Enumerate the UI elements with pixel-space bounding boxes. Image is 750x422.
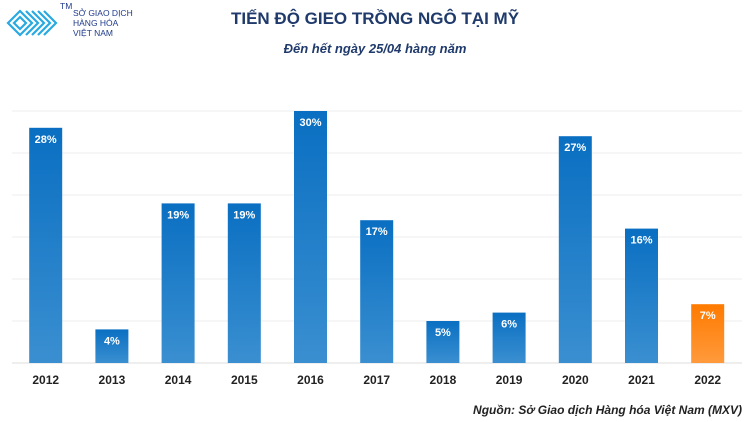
bar-2022 <box>691 304 725 363</box>
logo-line-2: HÀNG HÓA <box>73 18 119 28</box>
logo-line-1: SỞ GIAO DỊCH <box>73 7 133 18</box>
logo-tm: TM <box>60 1 72 11</box>
data-label-2012: 28% <box>35 134 57 146</box>
data-label-2013: 4% <box>104 335 120 347</box>
x-tick-2020: 2020 <box>562 373 589 387</box>
logo: TM SỞ GIAO DỊCH HÀNG HÓA VIỆT NAM <box>6 1 133 38</box>
data-label-2020: 27% <box>564 142 586 154</box>
x-tick-2012: 2012 <box>32 373 59 387</box>
chart-subtitle: Đến hết ngày 25/04 hàng năm <box>284 41 467 56</box>
bar-2019 <box>492 312 526 363</box>
bar-2018 <box>426 321 460 363</box>
x-tick-2017: 2017 <box>363 373 390 387</box>
source-note: Nguồn: Sở Giao dịch Hàng hóa Việt Nam (M… <box>473 403 742 417</box>
bar-2014 <box>161 203 195 363</box>
x-tick-2015: 2015 <box>231 373 258 387</box>
data-label-2014: 19% <box>167 209 189 221</box>
data-label-2016: 30% <box>299 117 321 129</box>
x-tick-2022: 2022 <box>694 373 721 387</box>
bar-2021 <box>625 228 658 363</box>
bar-2020 <box>558 136 592 363</box>
x-tick-2014: 2014 <box>165 373 192 387</box>
data-label-2021: 16% <box>630 235 652 247</box>
data-label-2018: 5% <box>435 327 451 339</box>
bar-2016 <box>294 111 327 363</box>
x-tick-2016: 2016 <box>297 373 324 387</box>
x-tick-2021: 2021 <box>628 373 655 387</box>
data-label-2019: 6% <box>501 319 517 331</box>
logo-mark-icon <box>6 9 58 37</box>
chart-title: TIẾN ĐỘ GIEO TRỒNG NGÔ TẠI MỸ <box>231 8 520 28</box>
logo-line-3: VIỆT NAM <box>73 28 113 38</box>
bar-2015 <box>227 203 261 363</box>
x-tick-2018: 2018 <box>430 373 457 387</box>
bar-2012 <box>29 127 63 363</box>
bar-2017 <box>360 220 394 363</box>
x-tick-2013: 2013 <box>99 373 126 387</box>
data-label-2015: 19% <box>233 209 255 221</box>
x-tick-2019: 2019 <box>496 373 523 387</box>
data-label-2022: 7% <box>700 310 716 322</box>
data-label-2017: 17% <box>366 226 388 238</box>
bar-2013 <box>95 329 129 363</box>
